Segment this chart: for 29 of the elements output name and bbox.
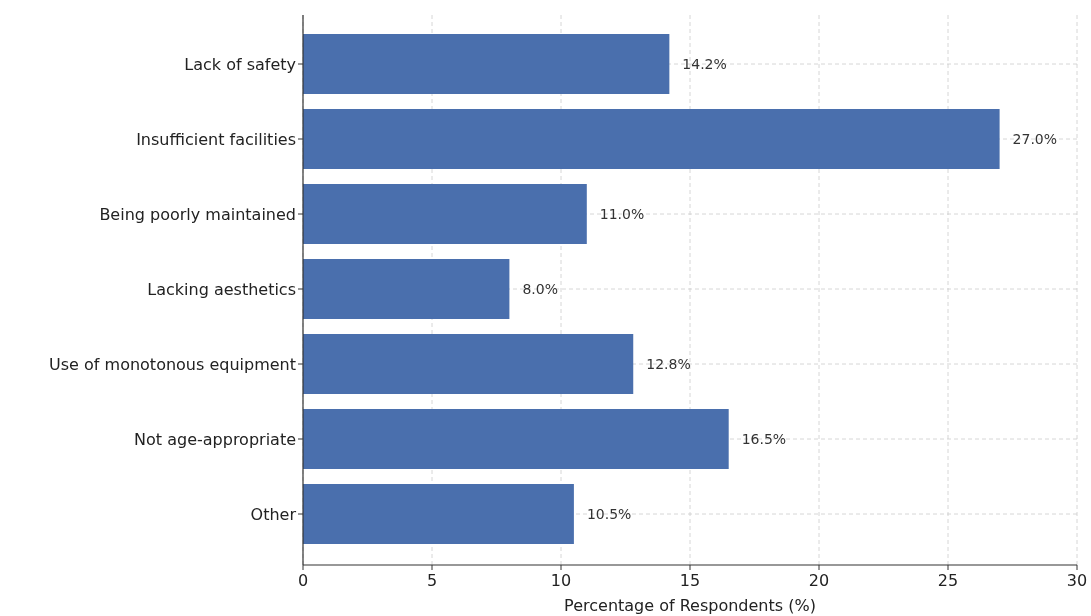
bar — [303, 484, 574, 544]
y-tick-label: Lack of safety — [184, 54, 296, 74]
y-tick-label: Use of monotonous equipment — [49, 354, 296, 374]
data-label: 10.5% — [586, 505, 632, 522]
bar — [303, 109, 1000, 169]
data-label: 16.5% — [741, 430, 787, 447]
x-tick-label: 15 — [679, 571, 701, 590]
y-tick-label: Lacking aesthetics — [147, 279, 296, 299]
data-label: 11.0% — [599, 205, 645, 222]
bar — [303, 34, 670, 94]
data-label: 8.0% — [522, 280, 558, 297]
x-tick-label: 25 — [937, 571, 959, 590]
x-tick-label: 0 — [297, 571, 309, 590]
x-tick-label: 30 — [1066, 571, 1088, 590]
bar — [303, 184, 587, 244]
x-axis-title: Percentage of Respondents (%) — [564, 596, 816, 615]
bar — [303, 409, 729, 469]
data-label: 12.8% — [646, 355, 691, 372]
y-tick-label: Being poorly maintained — [99, 204, 296, 224]
bar — [303, 334, 634, 394]
data-label: 14.2% — [682, 55, 727, 72]
data-label: 27.0% — [1012, 130, 1058, 147]
y-tick-label: Insufficient facilities — [136, 129, 296, 149]
bar — [303, 259, 510, 319]
x-tick-label: 5 — [426, 571, 438, 590]
x-tick-label: 10 — [550, 571, 572, 590]
y-tick-label: Other — [250, 504, 297, 524]
y-tick-label: Not age-appropriate — [134, 429, 296, 449]
x-tick-label: 20 — [808, 571, 830, 590]
